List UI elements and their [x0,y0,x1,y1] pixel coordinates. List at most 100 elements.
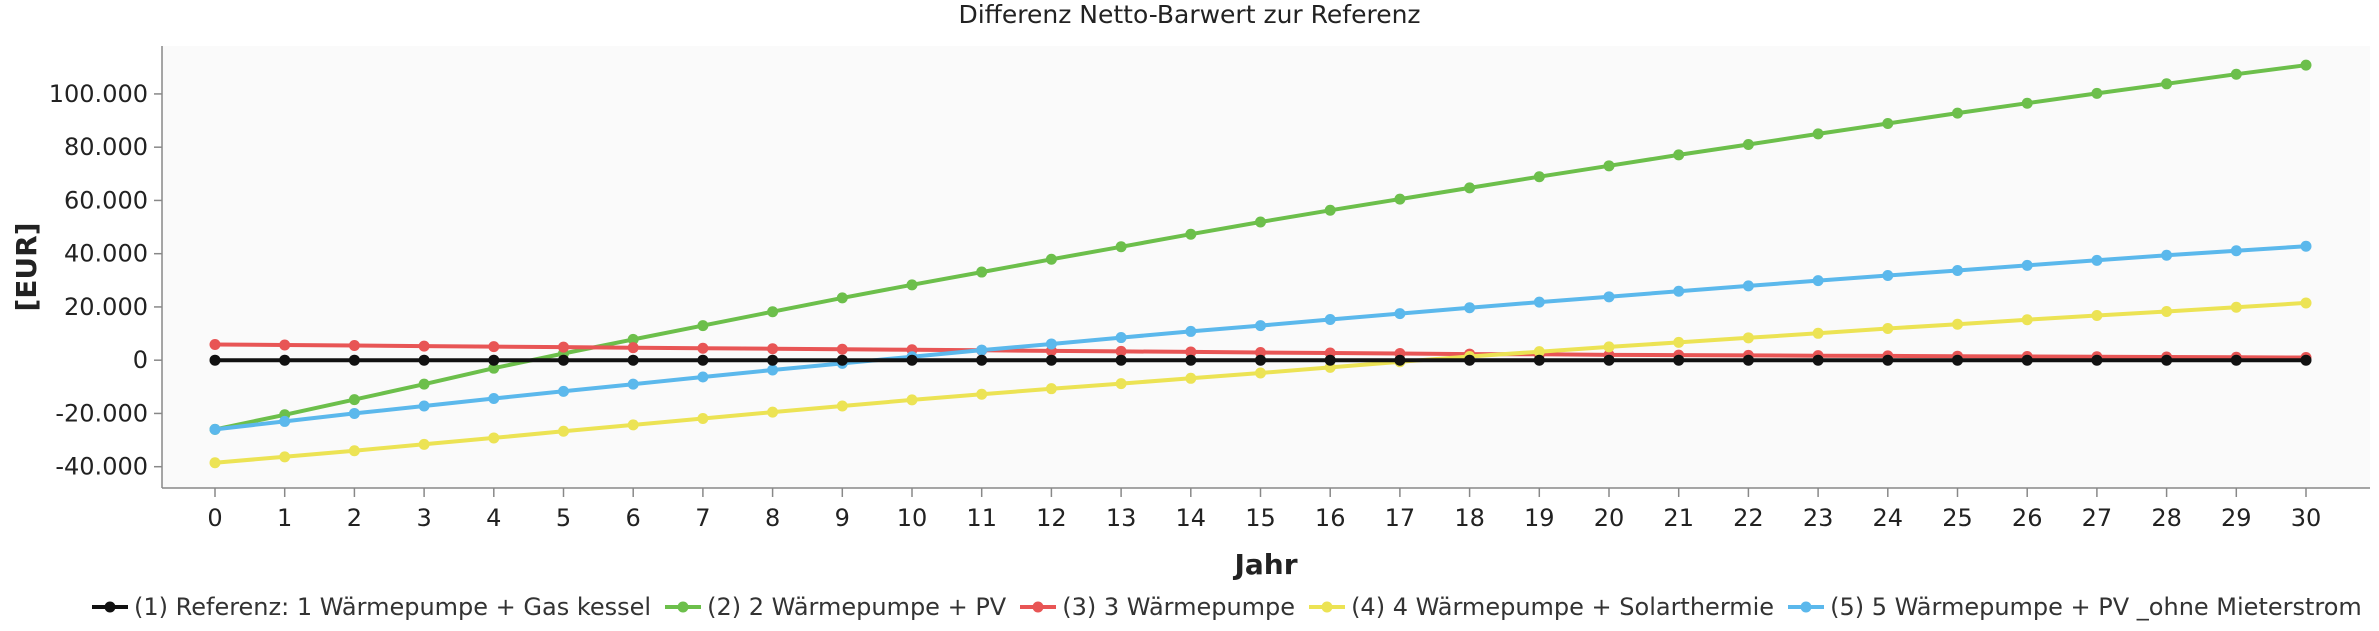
data-point-s2 [418,378,430,390]
x-tick-label: 10 [897,504,928,532]
data-point-s5 [1115,332,1127,344]
data-point-s1 [1115,354,1127,366]
data-point-s4 [1045,383,1057,395]
data-point-s1 [767,354,779,366]
x-tick-label: 22 [1733,504,1764,532]
data-point-s5 [1464,302,1476,314]
data-point-s1 [1533,354,1545,366]
data-point-s1 [627,354,639,366]
data-point-s3 [627,342,639,354]
data-point-s5 [1742,280,1754,292]
data-point-s3 [209,338,221,350]
data-point-s5 [697,371,709,383]
data-point-s4 [1255,367,1266,379]
data-point-s5 [558,385,569,397]
data-point-s1 [1812,354,1824,366]
x-tick-label: 18 [1454,504,1485,532]
data-point-s2 [1115,241,1127,253]
x-tick-label: 27 [2082,504,2113,532]
data-point-s1 [1255,354,1266,366]
data-point-s4 [279,451,291,463]
x-tick-label: 8 [765,504,780,532]
data-point-s1 [1464,354,1476,366]
legend-item-4: (4) 4 Wärmepumpe + Solarthermie [1307,593,1774,621]
x-tick-label: 15 [1245,504,1276,532]
y-tick-label: 40.000 [64,240,148,268]
data-point-s4 [1952,318,1963,330]
legend-swatch [1788,601,1825,613]
data-point-s4 [976,388,988,400]
y-tick-label: -40.000 [55,453,148,481]
data-point-s4 [1185,372,1197,384]
data-point-s1 [209,354,221,366]
data-point-s4 [697,413,709,425]
legend-item-1: (1) Referenz: 1 Wärmepumpe + Gas kessel [90,593,651,621]
data-point-s5 [1673,285,1685,297]
data-point-s2 [2230,68,2242,80]
legend-item-3: (3) 3 Wärmepumpe [1018,593,1295,621]
data-point-s1 [348,354,360,366]
data-point-s2 [2300,59,2312,71]
data-point-s2 [1952,107,1963,119]
data-point-s4 [348,445,360,457]
data-point-s4 [1673,336,1685,348]
y-tick-label: 60.000 [64,186,148,214]
x-tick-label: 24 [1873,504,1904,532]
data-point-s5 [2300,240,2312,252]
data-point-s2 [1045,253,1057,265]
data-point-s2 [2161,78,2173,90]
data-point-s2 [836,292,848,304]
x-tick-label: 1 [277,504,292,532]
x-tick-label: 25 [1942,504,1973,532]
x-tick-label: 14 [1176,504,1207,532]
legend-label: (2) 2 Wärmepumpe + PV [707,593,1007,621]
data-point-s1 [1324,354,1336,366]
data-point-s2 [1603,160,1615,172]
y-tick-label: 20.000 [64,293,148,321]
data-point-s4 [488,432,500,444]
x-tick-label: 21 [1663,504,1694,532]
data-point-s3 [488,341,500,353]
legend: (1) Referenz: 1 Wärmepumpe + Gas kessel (… [90,588,2374,626]
data-point-s3 [418,340,430,352]
data-point-s3 [836,343,848,355]
data-point-s1 [2300,354,2312,366]
data-point-s4 [2091,309,2103,321]
data-point-s4 [627,419,639,431]
data-point-s5 [348,407,360,419]
x-tick-label: 17 [1385,504,1416,532]
data-point-s1 [976,354,988,366]
data-point-s2 [2021,97,2033,109]
data-point-s2 [1673,149,1685,161]
y-tick-label: 100.000 [49,80,148,108]
data-point-s2 [2091,87,2103,99]
data-point-s2 [697,320,709,332]
legend-swatch [665,601,702,613]
data-point-s1 [1185,354,1197,366]
x-tick-label: 5 [556,504,571,532]
data-point-s1 [836,354,848,366]
data-point-s5 [1185,325,1197,337]
x-tick-label: 7 [695,504,710,532]
data-point-s1 [1882,354,1894,366]
y-tick-label: -20.000 [55,399,148,427]
data-point-s4 [1812,327,1824,339]
data-point-s5 [209,423,221,435]
data-point-s5 [1812,275,1824,287]
data-point-s1 [488,354,500,366]
data-point-s3 [767,343,779,355]
x-tick-label: 13 [1106,504,1137,532]
legend-label: (4) 4 Wärmepumpe + Solarthermie [1351,593,1775,621]
data-point-s1 [1603,354,1615,366]
legend-item-2: (2) 2 Wärmepumpe + PV [663,593,1006,621]
chart-title: Differenz Netto-Barwert zur Referenz [958,0,1421,29]
y-tick-label: 80.000 [64,133,148,161]
data-point-s1 [1673,354,1685,366]
data-point-s1 [2161,354,2173,366]
data-point-s5 [1882,270,1894,282]
data-point-s2 [1812,128,1824,140]
data-point-s2 [767,306,779,318]
data-point-s3 [348,340,360,352]
x-tick-label: 2 [347,504,362,532]
data-point-s5 [1952,264,1963,276]
